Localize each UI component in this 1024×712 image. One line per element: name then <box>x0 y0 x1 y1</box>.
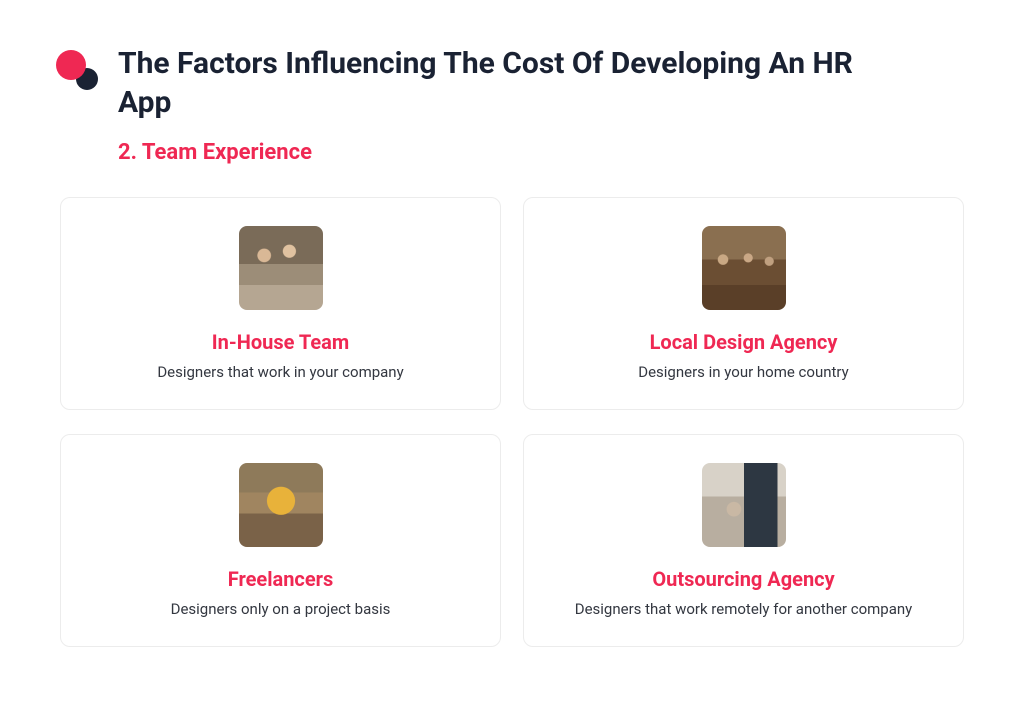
card-description: Designers only on a project basis <box>171 599 391 620</box>
card-thumbnail <box>702 463 786 547</box>
card-thumbnail <box>239 226 323 310</box>
section-subtitle: 2. Team Experience <box>118 140 968 165</box>
card-local-design-agency: Local Design Agency Designers in your ho… <box>523 197 964 410</box>
card-description: Designers that work remotely for another… <box>575 599 913 620</box>
card-in-house-team: In-House Team Designers that work in you… <box>60 197 501 410</box>
card-thumbnail <box>702 226 786 310</box>
card-grid: In-House Team Designers that work in you… <box>60 197 964 647</box>
card-description: Designers in your home country <box>638 362 848 383</box>
card-outsourcing-agency: Outsourcing Agency Designers that work r… <box>523 434 964 647</box>
page-title: The Factors Influencing The Cost Of Deve… <box>118 44 898 122</box>
logo-dots-icon <box>56 50 98 92</box>
card-title: In-House Team <box>212 330 349 354</box>
card-freelancers: Freelancers Designers only on a project … <box>60 434 501 647</box>
card-title: Local Design Agency <box>650 330 838 354</box>
card-thumbnail <box>239 463 323 547</box>
card-title: Outsourcing Agency <box>652 567 834 591</box>
card-title: Freelancers <box>228 567 334 591</box>
card-description: Designers that work in your company <box>157 362 403 383</box>
header-row: The Factors Influencing The Cost Of Deve… <box>56 44 968 122</box>
